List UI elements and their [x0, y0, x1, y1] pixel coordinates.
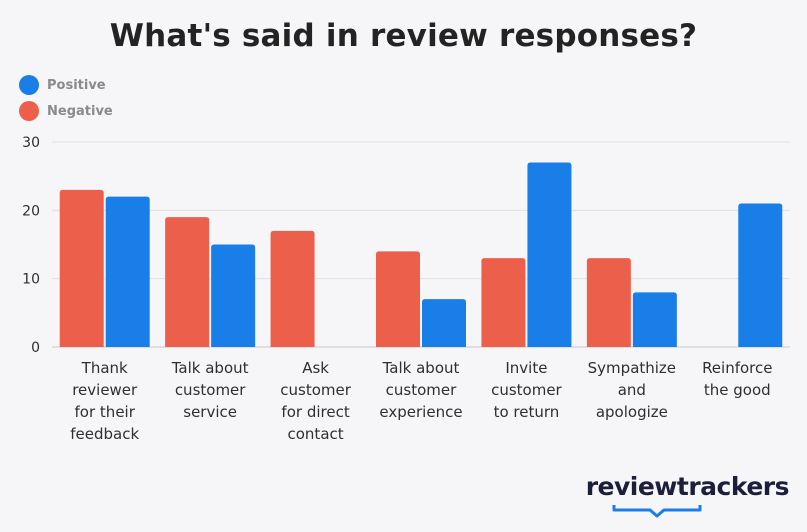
y-tick-label: 30 [22, 135, 40, 151]
bar-positive [422, 299, 466, 347]
bar-positive [738, 203, 783, 347]
bar-negative [165, 217, 210, 347]
legend-label-negative: Negative [47, 103, 113, 119]
x-tick-label: Reinforce the good [702, 359, 772, 399]
legend-swatch-negative [19, 101, 39, 121]
x-tick-label: Talk about customer experience [379, 359, 462, 421]
brand-logo-text: reviewtrackers [585, 472, 790, 501]
x-tick-label: Ask customer for direct contact [280, 359, 351, 443]
x-tick-label: Thank reviewer for their feedback [70, 359, 139, 443]
bar-positive [632, 292, 677, 347]
y-tick-label: 10 [22, 272, 40, 288]
legend-item-positive: Positive [19, 72, 113, 98]
y-tick-label: 0 [31, 340, 40, 356]
bar-negative [270, 230, 315, 347]
legend-swatch-positive [19, 75, 39, 95]
x-tick-label: Sympathize and apologize [588, 359, 676, 421]
bar-negative [59, 189, 104, 347]
brand-underline-icon [612, 505, 702, 518]
bar-positive [211, 244, 256, 347]
legend-label-positive: Positive [47, 77, 106, 93]
chart-title: What's said in review responses? [109, 18, 698, 54]
y-tick-label: 20 [22, 203, 40, 219]
bar-positive [105, 196, 150, 347]
bar-positive [527, 162, 572, 347]
x-tick-label: Invite customer to return [491, 359, 562, 421]
bar-negative [586, 258, 631, 347]
legend-item-negative: Negative [19, 98, 113, 124]
legend: Positive Negative [19, 72, 113, 124]
bar-negative [376, 251, 420, 347]
x-tick-label: Talk about customer service [171, 359, 249, 421]
bar-negative [481, 258, 526, 347]
